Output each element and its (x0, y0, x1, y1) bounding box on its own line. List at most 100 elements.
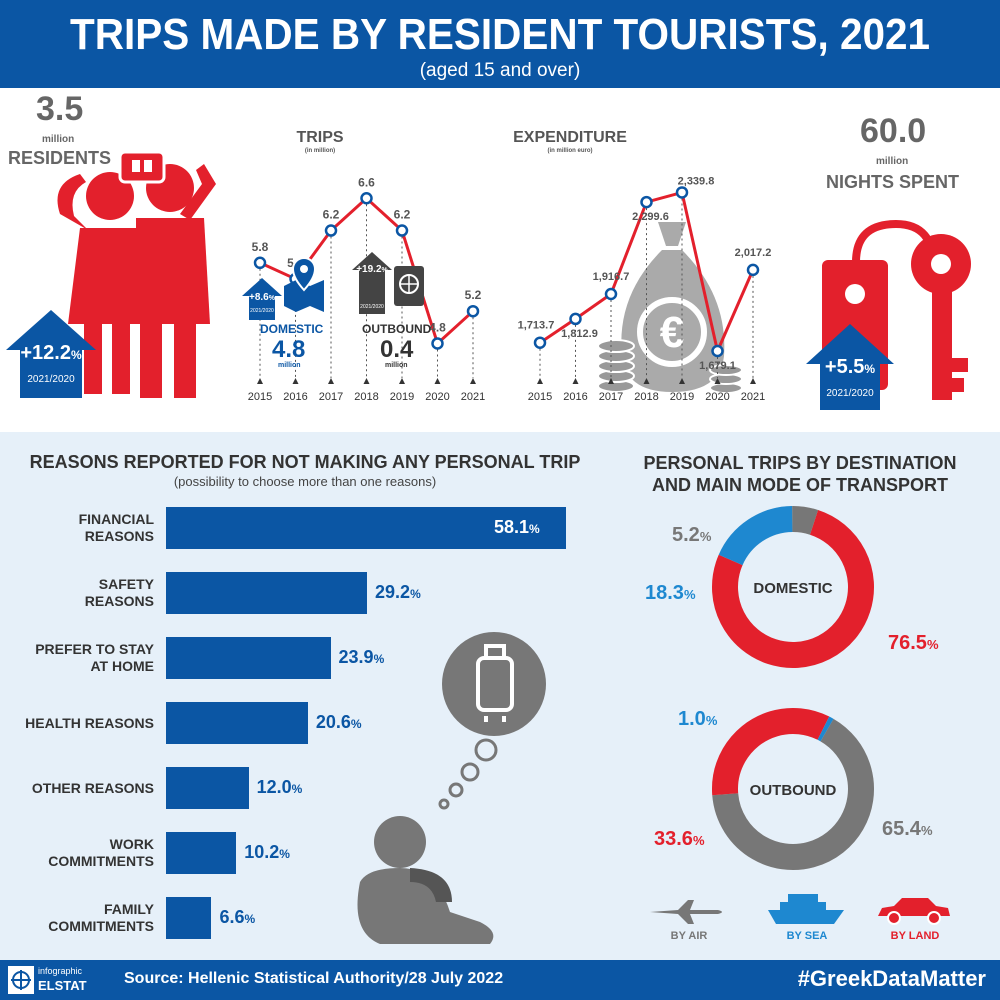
x-tick-label: 2021 (461, 391, 485, 403)
legend-label: BY LAND (890, 930, 940, 942)
bar (166, 832, 237, 874)
outbound-change-value: +19.2 (356, 264, 382, 275)
data-point (711, 344, 724, 358)
bar-value-label: 12.0% (256, 777, 303, 797)
donut-slice (712, 708, 874, 870)
residents-change-badge: +12.2% 2021/2020 (6, 310, 96, 398)
axis-marker (643, 378, 650, 384)
bars-subtitle: (possibility to choose more than one rea… (173, 474, 437, 489)
bar-category-label: OTHER REASONS (31, 779, 154, 796)
bar-category-label: HEALTH REASONS (25, 714, 154, 731)
donut-slice (712, 708, 874, 870)
residents-value: 3.5 (36, 90, 84, 128)
bar-category-label: WORK COMMITMENTS (48, 836, 154, 869)
trips-line-chart: TRIPS (in million) 2015 2016 2017 2018 2019 202… (248, 129, 485, 403)
axis-marker (608, 378, 614, 384)
data-label: 6.6 (358, 175, 375, 189)
data-label: 2,339.8 (678, 175, 715, 187)
x-tick-label: 2020 (425, 391, 449, 403)
bar-value-label: 29.2% (375, 582, 421, 602)
domestic-change-unit: % (268, 295, 275, 302)
elstat-logo-icon (8, 966, 34, 994)
residents-change-period: 2021/2020 (27, 374, 75, 385)
page-subtitle: (aged 15 and over) (419, 60, 581, 81)
line-chart-title: EXPENDITURE (513, 129, 627, 146)
data-label: 5.8 (252, 240, 269, 254)
bar (166, 897, 212, 939)
bottom-section: REASONS REPORTED FOR NOT MAKING ANY PERS… (0, 432, 1000, 960)
axis-marker (470, 378, 476, 384)
donut-center-label: OUTBOUND (750, 782, 837, 799)
data-point (569, 312, 582, 326)
bar-category-label: SAFETY REASONS (84, 576, 154, 609)
data-point (395, 224, 409, 237)
axis-marker (572, 378, 579, 384)
bar (166, 572, 368, 614)
axis-marker (714, 378, 721, 384)
x-tick-label: 2016 (563, 391, 587, 403)
data-point (640, 195, 653, 209)
residents-label: RESIDENTS (8, 148, 112, 168)
outbound-donut-chart: OUTBOUND (712, 708, 874, 870)
axis-marker (399, 378, 405, 384)
residents-change-value: +12.2 (20, 342, 71, 364)
axis-marker (328, 378, 334, 384)
svg-text:€: € (660, 308, 684, 357)
passport-icon (394, 266, 424, 306)
up-arrow-icon (242, 278, 282, 320)
expenditure-line-chart: EXPENDITURE (in million euro) 2015 2016 2017… (513, 129, 771, 403)
axis-marker (679, 378, 685, 384)
donut-slice (712, 506, 874, 668)
domestic-donut-chart: DOMESTIC (712, 506, 874, 668)
nights-label: NIGHTS SPENT (826, 172, 960, 192)
donut-pct-label: 1.0% (678, 708, 718, 730)
x-tick-label: 2019 (670, 391, 694, 403)
top-section: 3.5 million RESIDENTS +12.2% 2021/2020 T… (0, 88, 1000, 432)
bar-value-label: 20.6% (315, 712, 362, 732)
up-arrow-icon (806, 324, 894, 410)
domestic-value: 4.8 (272, 336, 306, 363)
bar (166, 702, 308, 744)
ship-icon (768, 894, 844, 924)
sad-person-icon (357, 632, 546, 944)
logo-top-text: infographic (38, 966, 83, 976)
hashtag-text: #GreekDataMatter (797, 966, 986, 991)
donut-pct-label: 33.6% (654, 828, 705, 850)
bar-category-label: PREFER TO STAY AT HOME (35, 641, 154, 674)
outbound-change-badge: +19.2% 2021/2020 (352, 252, 392, 314)
x-tick-label: 2016 (283, 391, 307, 403)
plane-icon (650, 900, 722, 924)
x-tick-label: 2021 (741, 391, 765, 403)
data-point (431, 337, 444, 350)
domestic-label: DOMESTIC (260, 322, 324, 336)
donut-title-line2: AND MAIN MODE OF TRANSPORT (652, 475, 948, 495)
domestic-change-period: 2021/2020 (250, 308, 274, 314)
outbound-label: OUTBOUND (362, 322, 432, 336)
bar-category-label: FAMILY COMMITMENTS (48, 901, 154, 934)
axis-marker (257, 378, 263, 384)
data-label: 4.8 (429, 320, 446, 334)
bar-value-label: 10.2% (244, 842, 290, 862)
axis-marker (537, 378, 543, 384)
axis-marker (292, 378, 299, 384)
line-chart-subtitle: (in million) (305, 148, 335, 154)
outbound-value: 0.4 (380, 336, 414, 363)
bars-title: REASONS REPORTED FOR NOT MAKING ANY PERS… (29, 452, 581, 472)
data-point (675, 186, 689, 199)
footer-banner: infographic ELSTAT Source: Hellenic Stat… (0, 960, 1000, 1000)
nights-change-badge: +5.5% 2021/2020 (806, 324, 894, 410)
data-label: 1,713.7 (518, 320, 555, 332)
donut-center-label: DOMESTIC (753, 580, 832, 597)
data-label: 1,916.7 (593, 271, 630, 283)
outbound-unit: million (385, 362, 408, 369)
car-icon (878, 898, 950, 925)
bar-value-label: 6.6% (219, 907, 256, 927)
donut-pct-label: 65.4% (882, 818, 933, 840)
data-label: 1,679.1 (699, 360, 736, 372)
line-chart-subtitle: (in million euro) (548, 148, 593, 154)
data-label: 2,299.6 (632, 211, 669, 223)
domestic-change-value: +8.6 (249, 292, 269, 303)
data-label: 6.2 (394, 208, 411, 222)
donut-pct-label: 76.5% (888, 632, 939, 654)
bar (166, 767, 249, 809)
